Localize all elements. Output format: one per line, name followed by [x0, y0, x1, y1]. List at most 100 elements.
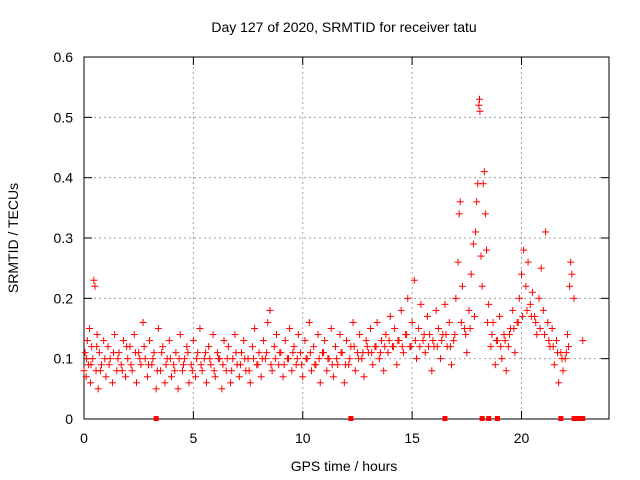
data-point — [223, 355, 231, 363]
data-point — [336, 331, 344, 339]
gap-marker — [575, 416, 581, 421]
data-point — [197, 361, 205, 369]
data-point — [248, 343, 256, 351]
data-point — [228, 367, 236, 375]
data-point — [496, 312, 504, 320]
data-point — [386, 312, 394, 320]
y-axis-label: SRMTID / TECUs — [5, 183, 21, 293]
data-point — [172, 349, 180, 357]
data-point — [176, 331, 184, 339]
data-point — [209, 331, 217, 339]
data-point — [375, 355, 383, 363]
data-point — [111, 331, 119, 339]
y-tick-label: 0 — [65, 411, 73, 427]
data-point — [423, 312, 431, 320]
data-point — [281, 337, 289, 345]
data-point — [481, 210, 489, 218]
data-point — [91, 282, 99, 290]
gap-marker — [486, 416, 492, 421]
data-point — [254, 361, 262, 369]
data-point — [515, 294, 523, 302]
data-point — [475, 101, 483, 109]
data-point — [363, 343, 371, 351]
data-point — [161, 379, 169, 387]
data-point — [337, 349, 345, 357]
data-point — [128, 367, 136, 375]
data-point — [397, 306, 405, 314]
data-point — [333, 355, 341, 363]
data-point — [505, 331, 513, 339]
data-point — [448, 361, 455, 369]
data-point — [96, 367, 104, 375]
data-point — [504, 343, 512, 351]
data-point — [293, 355, 301, 363]
data-point — [311, 361, 319, 369]
y-tick-label: 0.6 — [54, 49, 74, 65]
data-point — [540, 331, 548, 339]
data-point — [549, 343, 557, 351]
data-point — [207, 361, 215, 369]
data-point — [183, 343, 191, 351]
data-point — [259, 337, 267, 345]
data-point — [514, 318, 522, 326]
plot-frame — [83, 56, 610, 420]
data-point — [382, 331, 390, 339]
data-point — [127, 361, 135, 369]
data-point — [433, 343, 441, 351]
chart-title: Day 127 of 2020, SRMTID for receiver tat… — [211, 19, 476, 35]
data-point — [527, 312, 535, 320]
data-point — [554, 349, 562, 357]
data-point — [271, 355, 279, 363]
data-point — [432, 306, 440, 314]
data-point — [158, 349, 166, 357]
data-point — [394, 337, 402, 345]
data-point — [407, 343, 415, 351]
data-point — [82, 373, 90, 381]
data-point — [355, 355, 363, 363]
data-point — [329, 373, 337, 381]
data-point — [410, 276, 418, 284]
data-point — [323, 367, 331, 375]
gap-markers — [153, 416, 586, 421]
data-point — [550, 361, 558, 369]
data-point — [488, 331, 496, 339]
data-point — [553, 337, 560, 345]
data-point — [539, 306, 547, 314]
data-point — [367, 325, 375, 332]
data-point — [372, 343, 380, 351]
data-point — [122, 373, 130, 381]
data-point — [473, 198, 481, 206]
data-point — [416, 343, 424, 351]
data-point — [425, 343, 433, 351]
gap-marker — [348, 416, 354, 421]
data-point — [456, 198, 464, 206]
data-point — [215, 355, 223, 363]
data-point — [108, 379, 116, 387]
data-point — [184, 349, 192, 357]
data-point — [522, 282, 530, 290]
data-point — [245, 367, 253, 375]
data-point — [350, 343, 358, 351]
data-point — [568, 270, 576, 278]
data-point — [93, 331, 101, 339]
data-point — [332, 343, 340, 351]
data-point — [136, 355, 144, 363]
data-point — [526, 300, 534, 308]
data-point — [462, 331, 470, 339]
data-point — [94, 385, 102, 393]
data-point — [346, 355, 354, 363]
data-point — [485, 300, 493, 308]
data-point — [266, 306, 274, 314]
data-point — [558, 355, 566, 363]
data-point — [455, 210, 463, 218]
x-tick-label: 10 — [295, 430, 311, 446]
data-point — [487, 343, 495, 351]
x-tick-label: 5 — [189, 430, 197, 446]
data-point — [497, 343, 505, 351]
data-point — [483, 246, 490, 254]
data-point — [180, 361, 188, 369]
data-point — [537, 264, 545, 272]
data-point — [227, 379, 235, 387]
y-tick-label: 0.1 — [54, 351, 74, 367]
